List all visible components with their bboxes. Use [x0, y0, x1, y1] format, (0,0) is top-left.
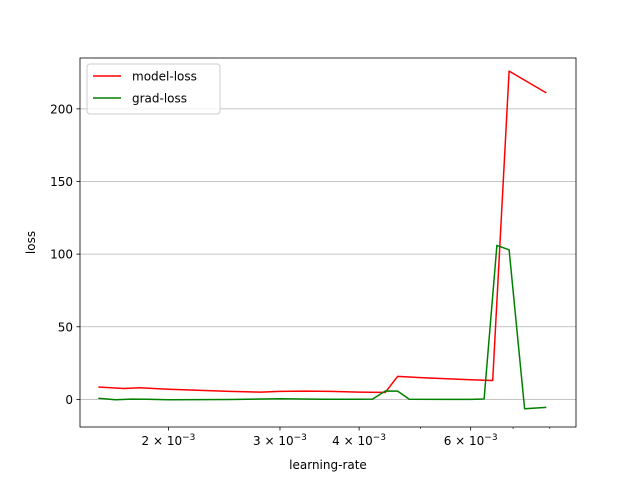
- legend-label-grad-loss: grad-loss: [132, 92, 187, 106]
- series-lines: [98, 70, 547, 410]
- axis-ticks: 0 50 100 150 200 2 × 10−3 3 × 10−3 4 × 10−3 6 × …: [50, 102, 551, 448]
- y-tick-label: 150: [50, 175, 73, 189]
- x-axis-label: learning-rate: [289, 458, 367, 472]
- x-tick-label: 6 × 10−3: [444, 433, 498, 448]
- y-axis-label: loss: [24, 231, 38, 254]
- y-tick-label: 200: [50, 102, 73, 116]
- y-tick-label: 100: [50, 248, 73, 262]
- x-tick-label: 2 × 10−3: [142, 433, 196, 448]
- legend: model-loss grad-loss: [86, 63, 221, 115]
- legend-label-model-loss: model-loss: [132, 70, 197, 84]
- x-tick-label: 4 × 10−3: [332, 433, 386, 448]
- x-tick-label: 3 × 10−3: [253, 433, 307, 448]
- series-line-model-loss: [98, 70, 547, 394]
- series-line-grad-loss: [98, 244, 547, 410]
- plot-area-frame: [79, 57, 577, 428]
- y-tick-label: 0: [65, 393, 73, 407]
- y-tick-label: 50: [58, 320, 73, 334]
